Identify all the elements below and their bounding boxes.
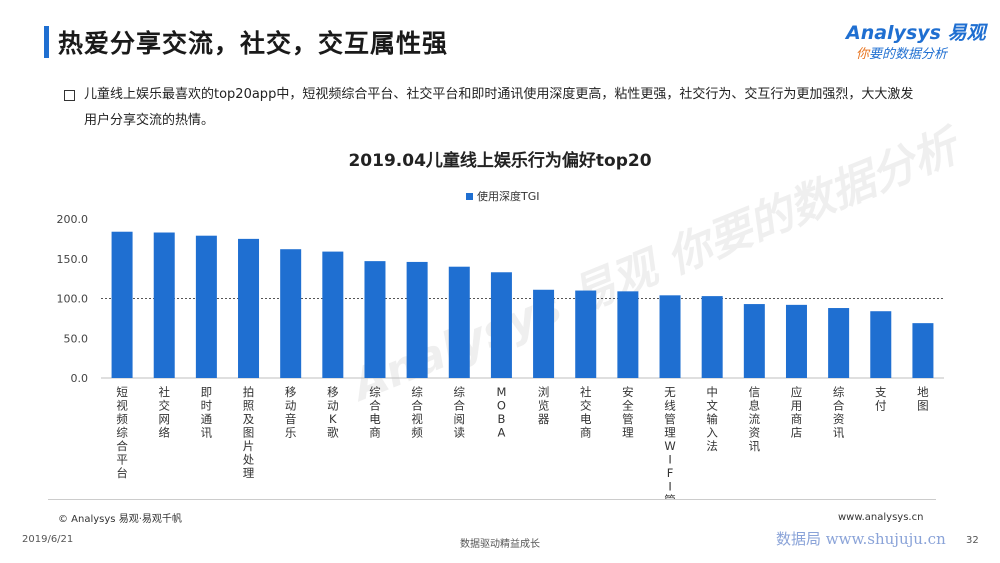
bar xyxy=(448,266,470,378)
x-tick-label: 社交电商 xyxy=(580,385,592,440)
bar xyxy=(828,308,850,378)
y-tick-label: 0.0 xyxy=(71,372,89,385)
x-tick-label: 移动音乐 xyxy=(285,385,297,440)
bar xyxy=(533,289,555,378)
footer-divider xyxy=(48,499,936,500)
x-tick-label: 应用商店 xyxy=(791,385,803,440)
chart-title: 2019.04儿童线上娱乐行为偏好top20 xyxy=(348,151,652,171)
bar xyxy=(490,272,512,378)
bar xyxy=(406,261,428,378)
bar xyxy=(870,311,892,378)
chart-legend: 使用深度TGI xyxy=(466,188,540,204)
bar xyxy=(575,290,597,378)
x-tick-label: 信息流资讯 xyxy=(749,385,761,453)
analysys-logo: Analysys 易观 你要的数据分析 xyxy=(846,18,986,64)
y-tick-label: 100.0 xyxy=(57,293,89,306)
x-tick-label: 中文输入法 xyxy=(706,385,718,453)
bar xyxy=(785,304,807,378)
x-tick-label: 地图 xyxy=(917,385,929,413)
page-number: 32 xyxy=(966,535,979,546)
bar xyxy=(238,238,260,378)
bar xyxy=(617,291,639,378)
bar xyxy=(701,296,723,378)
legend-swatch xyxy=(466,192,473,200)
logo-main-text: Analysys 易观 xyxy=(846,22,986,44)
x-tick-label: 即时通讯 xyxy=(201,385,213,440)
x-tick-label: 安全管理 xyxy=(622,385,634,440)
x-tick-label: 社交网络 xyxy=(158,385,170,440)
summary-text: 儿童线上娱乐最喜欢的top20app中，短视频综合平台、社交平台和即时通讯使用深… xyxy=(84,87,914,128)
bar xyxy=(743,304,765,378)
y-tick-label: 50.0 xyxy=(64,332,89,345)
x-tick-label: 综合阅读 xyxy=(454,385,466,440)
title-accent-bar xyxy=(44,26,49,58)
footer-date: 2019/6/21 xyxy=(22,534,74,545)
bar xyxy=(659,295,681,378)
y-tick-label: 200.0 xyxy=(57,213,89,226)
footer-slogan: 数据驱动精益成长 xyxy=(460,539,540,550)
bar xyxy=(153,232,175,378)
x-tick-label: 综合视频 xyxy=(411,385,423,440)
bar xyxy=(322,251,344,378)
x-tick-label: 短视频综合平台 xyxy=(116,385,128,480)
bar xyxy=(195,235,217,378)
bullet-square-icon xyxy=(64,90,75,101)
y-tick-label: 150.0 xyxy=(57,253,89,266)
x-tick-label: 综合电商 xyxy=(369,385,381,440)
footer-copyright: © Analysys 易观·易观千帆 xyxy=(58,514,182,525)
x-tick-label: 支付 xyxy=(875,385,887,413)
logo-tagline-rest: 要的数据分析 xyxy=(869,47,948,62)
bar xyxy=(111,231,133,378)
bar-chart: 200.0 150.0 100.0 50.0 0.0 短视频综合平台 社交网络 即时通讯 拍照及… xyxy=(57,213,944,500)
x-tick-label: 拍照及图片处理 xyxy=(243,385,255,480)
x-tick-label: 无线管理WIFI管理 xyxy=(664,385,676,500)
x-tick-label: 移动 K 歌 xyxy=(327,385,339,440)
footer-website[interactable]: www.analysys.cn xyxy=(838,512,924,523)
logo-tagline-first: 你 xyxy=(856,47,870,62)
bar xyxy=(364,261,386,378)
bar xyxy=(280,249,302,378)
footer-site-watermark: 数据局 www.shujuju.cn xyxy=(776,530,946,548)
logo-tagline: 你要的数据分析 xyxy=(856,43,947,62)
page-title: 热爱分享交流，社交，交互属性强 xyxy=(58,29,449,58)
x-tick-label: 综合资讯 xyxy=(833,385,845,440)
bar xyxy=(912,323,934,378)
x-tick-label: 浏览器 xyxy=(538,385,550,426)
legend-label: 使用深度TGI xyxy=(477,190,540,203)
